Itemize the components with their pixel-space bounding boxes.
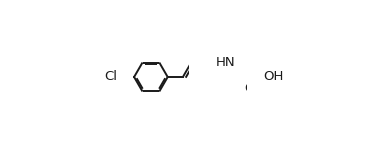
Text: O: O	[244, 82, 254, 95]
Text: OH: OH	[263, 71, 283, 83]
Text: HN: HN	[216, 56, 235, 69]
Text: O: O	[204, 45, 215, 58]
Text: Cl: Cl	[104, 71, 117, 83]
